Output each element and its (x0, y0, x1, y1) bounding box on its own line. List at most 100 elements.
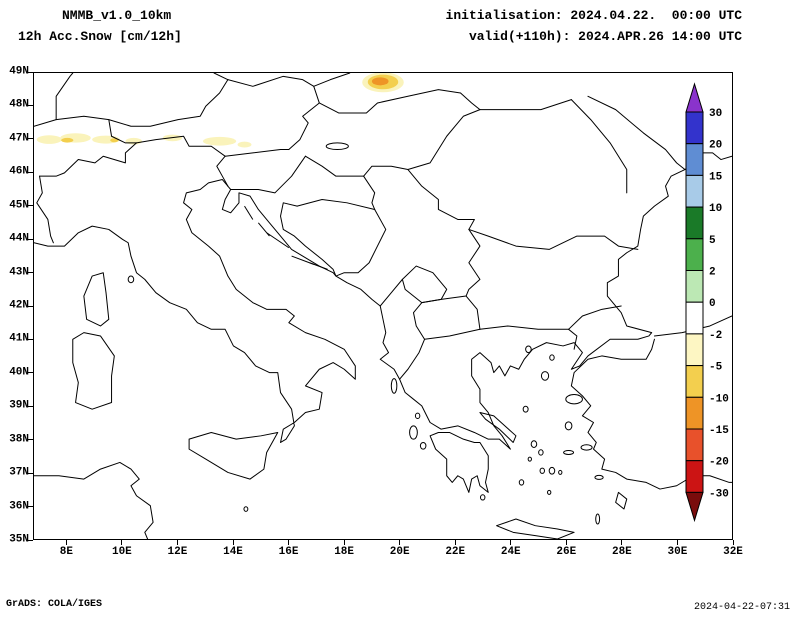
island-zakynthos (420, 442, 426, 449)
valid-time-label: valid(+110h): 2024.APR.26 14:00 UTC (468, 29, 742, 44)
x-tick-label: 32E (723, 546, 743, 558)
border-hr-rs (364, 176, 375, 209)
snow-patch (202, 136, 237, 146)
x-tick-label: 20E (389, 546, 410, 558)
coastline-italy (34, 180, 355, 443)
y-tick-label: 48N (9, 98, 29, 111)
x-tick-label: 14E (223, 546, 243, 558)
x-tick-label: 26E (556, 546, 577, 558)
island-evia (480, 413, 516, 443)
y-tick-label: 37N (9, 466, 29, 479)
border-gr-bg (480, 326, 569, 329)
border-hu-ro (408, 110, 480, 170)
colorbar-label: 2 (709, 267, 716, 279)
island-andros (531, 441, 537, 448)
island-malta (244, 507, 248, 512)
x-tick-label: 22E (445, 546, 466, 558)
x-tick-label: 12E (167, 546, 188, 558)
y-tick-label: 46N (9, 165, 29, 178)
border-fr-de (56, 73, 73, 120)
colorbar-label: 20 (709, 140, 722, 152)
border-ua-corner (461, 93, 480, 110)
island-lefkada (415, 413, 419, 418)
y-tick-label: 40N (9, 366, 29, 379)
x-tick-mark (399, 540, 401, 545)
border-si-it (217, 156, 228, 186)
x-tick-mark (621, 540, 623, 545)
y-tick-mark (28, 338, 33, 340)
lake-balaton (326, 143, 348, 150)
border-md-ua (588, 96, 685, 169)
y-tick-label: 43N (9, 266, 29, 279)
y-tick-mark (28, 205, 33, 207)
border-de-at (109, 80, 228, 127)
colorbar-label: 15 (709, 171, 723, 183)
colorbar-segment (685, 143, 704, 176)
coastlines (34, 153, 732, 539)
y-tick-label: 39N (9, 399, 29, 412)
island-dalmatia-1 (267, 233, 289, 248)
border-at-it (136, 136, 225, 156)
islands (73, 206, 627, 539)
island-corsica (84, 273, 109, 326)
x-tick-mark (676, 540, 678, 545)
x-tick-mark (343, 540, 345, 545)
coastline-turkey-aegean (571, 339, 732, 489)
border-mk-gr (425, 329, 480, 339)
island-sicily (189, 432, 278, 479)
border-ro-md (571, 100, 626, 193)
border-bg-tr (569, 306, 622, 329)
colorbar-segment (685, 365, 704, 398)
y-tick-label: 44N (9, 232, 29, 245)
island-sardinia (73, 333, 115, 410)
y-tick-mark (28, 171, 33, 173)
init-time-label: initialisation: 2024.04.22. 00:00 UTC (445, 8, 742, 23)
border-ba-rs (336, 209, 386, 276)
colorbar-label: -20 (709, 457, 729, 469)
x-tick-mark (176, 540, 178, 545)
border-hu-rs (364, 166, 408, 176)
creation-timestamp: 2024-04-22-07:31 (693, 602, 790, 613)
island-elba (128, 276, 134, 283)
island-amorgos (559, 470, 562, 474)
y-tick-mark (28, 439, 33, 441)
border-mk-al (413, 303, 424, 340)
colorbar-segment (685, 460, 704, 493)
island-lesbos (566, 395, 583, 404)
y-tick-mark (28, 372, 33, 374)
country-borders (34, 73, 685, 379)
island-hvar (310, 263, 328, 270)
island-milos (519, 480, 523, 485)
y-tick-label: 41N (9, 332, 29, 345)
snow-patch (61, 137, 74, 143)
border-gr-al (400, 339, 425, 379)
y-tick-mark (28, 305, 33, 307)
y-tick-mark (28, 539, 33, 541)
border-si-hr (231, 156, 306, 193)
border-cz-at (228, 76, 314, 86)
x-tick-label: 28E (611, 546, 632, 558)
border-hr-ba-west (281, 203, 336, 276)
x-tick-label: 8E (59, 546, 73, 558)
island-serifos (528, 457, 531, 461)
snow-patch (125, 137, 143, 145)
colorbar-label: -10 (709, 393, 729, 405)
colorbar-segment (685, 301, 704, 335)
y-tick-mark (28, 472, 33, 474)
border-hu-hr (305, 156, 363, 176)
x-tick-label: 24E (500, 546, 521, 558)
border-hr-ba-north (297, 199, 375, 209)
x-tick-label: 30E (667, 546, 688, 558)
border-de-cz (214, 73, 228, 80)
y-tick-label: 42N (9, 299, 29, 312)
x-tick-mark (65, 540, 67, 545)
colorbar-label: 30 (709, 108, 722, 120)
island-santorini (548, 490, 551, 494)
island-ikaria (564, 450, 574, 454)
island-naxos (549, 467, 555, 474)
x-tick-mark (232, 540, 234, 545)
island-kefalonia (410, 426, 418, 439)
colorbar-label: -5 (709, 362, 723, 374)
